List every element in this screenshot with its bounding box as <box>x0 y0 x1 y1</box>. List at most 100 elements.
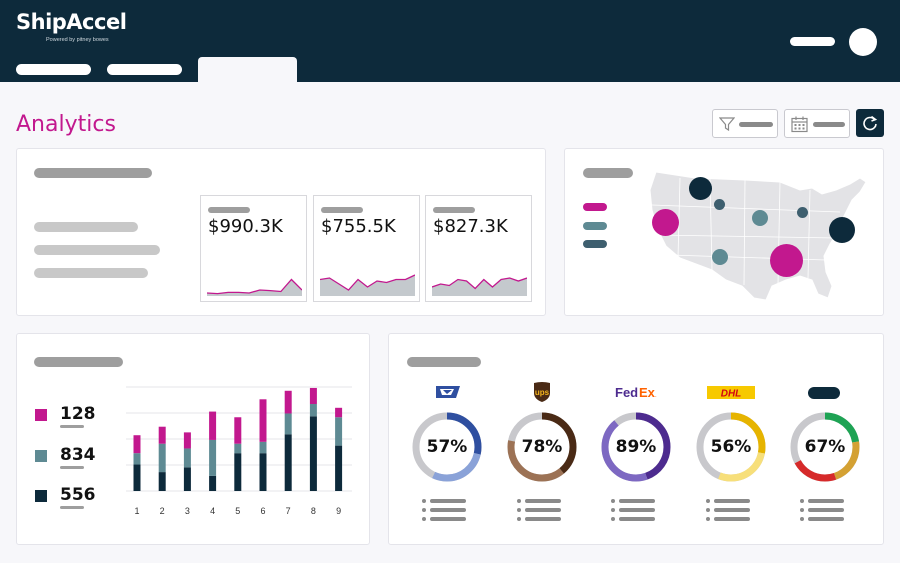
bar-segment <box>234 417 242 444</box>
metric-value: $990.3K <box>208 216 283 237</box>
bar-segment <box>234 443 242 454</box>
date-range-label <box>813 122 845 127</box>
x-tick-label: 3 <box>184 506 190 516</box>
bar-segment <box>133 464 141 491</box>
bar-segment <box>335 445 343 491</box>
bar-segment <box>284 413 292 435</box>
donut-chart[interactable] <box>788 410 862 484</box>
bar-segment <box>133 435 141 454</box>
bar-segment <box>183 432 191 449</box>
bar-segment <box>259 453 267 491</box>
map-bubble-west[interactable] <box>652 209 679 236</box>
map-legend-item <box>583 240 607 248</box>
date-range-button[interactable] <box>784 109 850 138</box>
volume-bar-chart[interactable] <box>126 385 352 495</box>
bar-segment <box>158 426 166 444</box>
map-bubble-midwest[interactable] <box>797 207 808 218</box>
donut-chart[interactable] <box>599 410 673 484</box>
svg-text:Fed: Fed <box>615 385 638 400</box>
bar-segment <box>234 453 242 491</box>
donut-segment <box>601 412 671 482</box>
donut-segment <box>601 412 671 482</box>
x-tick-label: 5 <box>235 506 241 516</box>
legend-value: 128 <box>60 404 96 424</box>
x-tick-label: 7 <box>285 506 291 516</box>
carrier-logo-icon <box>808 387 840 399</box>
x-tick-label: 4 <box>210 506 216 516</box>
nav-tab-1[interactable] <box>16 64 91 75</box>
filter-button[interactable] <box>712 109 778 138</box>
bar-segment <box>309 416 317 491</box>
donut-chart[interactable] <box>410 410 484 484</box>
bar-segment <box>209 439 217 476</box>
x-tick-label: 2 <box>159 506 165 516</box>
map-bubble-southwest[interactable] <box>712 249 728 265</box>
donut-chart[interactable] <box>505 410 579 484</box>
calendar-icon <box>791 116 808 133</box>
bar-segment <box>183 467 191 491</box>
page-title: Analytics <box>16 112 116 137</box>
legend-swatch <box>35 490 47 502</box>
summary-line-2 <box>34 245 160 255</box>
legend-underline <box>60 466 84 469</box>
user-name[interactable] <box>790 37 835 46</box>
metric-value: $827.3K <box>433 216 508 237</box>
legend-underline <box>60 506 84 509</box>
map-bubble-central[interactable] <box>752 210 768 226</box>
filter-icon <box>719 117 735 132</box>
sparkline <box>432 277 527 296</box>
donut-segment <box>507 412 577 482</box>
bar-segment <box>335 417 343 446</box>
svg-text:Ex: Ex <box>639 385 656 400</box>
donut-chart[interactable] <box>694 410 768 484</box>
bar-segment <box>335 407 343 418</box>
brand-logo[interactable]: ShipAccel <box>16 10 127 34</box>
summary-title <box>34 168 152 178</box>
avatar[interactable] <box>849 28 877 56</box>
legend-underline <box>60 425 84 428</box>
top-header: ShipAccel Powered by pitney bowes <box>0 0 900 83</box>
us-map[interactable] <box>640 160 875 310</box>
donut-segment <box>412 412 482 482</box>
map-bubble-east[interactable] <box>829 217 855 243</box>
metric-label <box>208 207 250 213</box>
bar-segment <box>259 441 267 454</box>
sparkline-area <box>432 278 527 296</box>
refresh-button[interactable] <box>856 109 884 137</box>
sparkline <box>207 278 302 296</box>
bar-segment <box>158 443 166 473</box>
legend-value: 556 <box>60 485 96 505</box>
donut-segment <box>790 412 860 482</box>
bar-segment <box>133 453 141 465</box>
donut-segment <box>790 412 860 482</box>
x-tick-label: 8 <box>310 506 316 516</box>
bar-segment <box>209 475 217 491</box>
volume-title <box>34 357 123 367</box>
brand-tagline: Powered by pitney bowes <box>46 37 109 43</box>
nav-tab-active[interactable] <box>198 57 297 83</box>
refresh-icon <box>863 115 878 131</box>
carrier-title <box>407 357 481 367</box>
legend-swatch <box>35 409 47 421</box>
donut-percent: 67% <box>804 437 846 457</box>
sparkline-line <box>320 274 415 291</box>
donut-percent: 56% <box>710 437 752 457</box>
nav-tab-2[interactable] <box>107 64 182 75</box>
metric-card-3[interactable]: $827.3K <box>425 195 532 302</box>
map-bubble-mountain[interactable] <box>714 199 725 210</box>
donut-segment <box>696 412 766 482</box>
metric-card-2[interactable]: $755.5K <box>313 195 420 302</box>
donut-percent: 78% <box>521 437 563 457</box>
metric-label <box>321 207 363 213</box>
map-bubble-northwest[interactable] <box>689 177 712 200</box>
donut-segment <box>412 412 482 482</box>
x-tick-label: 6 <box>260 506 266 516</box>
metric-label <box>433 207 475 213</box>
legend-value: 834 <box>60 445 96 465</box>
map-title <box>583 168 633 178</box>
sparkline-line <box>432 277 527 290</box>
metric-card-1[interactable]: $990.3K <box>200 195 307 302</box>
map-bubble-south[interactable] <box>770 244 803 277</box>
donut-percent: 89% <box>615 437 657 457</box>
bar-segment <box>259 399 267 442</box>
